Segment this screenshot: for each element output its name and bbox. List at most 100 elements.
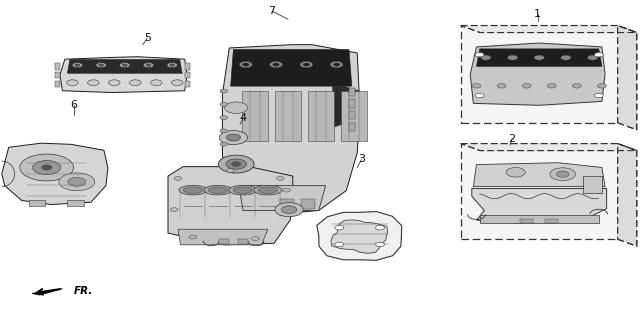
Circle shape	[220, 116, 228, 120]
Circle shape	[300, 61, 313, 68]
Text: 7: 7	[268, 6, 276, 16]
Circle shape	[561, 55, 571, 60]
Circle shape	[556, 171, 569, 177]
Bar	[461, 144, 618, 239]
Circle shape	[167, 63, 177, 68]
Circle shape	[150, 80, 162, 85]
Ellipse shape	[253, 185, 282, 195]
Circle shape	[220, 102, 228, 106]
Bar	[301, 199, 315, 209]
Bar	[55, 81, 60, 87]
Circle shape	[595, 93, 604, 98]
Circle shape	[508, 55, 518, 60]
Circle shape	[42, 165, 52, 170]
Circle shape	[276, 176, 284, 180]
Polygon shape	[178, 229, 268, 245]
Circle shape	[75, 64, 80, 66]
Circle shape	[598, 84, 607, 88]
Ellipse shape	[258, 187, 278, 193]
Circle shape	[522, 84, 531, 88]
Text: 5: 5	[144, 33, 150, 43]
Circle shape	[595, 53, 604, 57]
Circle shape	[129, 80, 141, 85]
Circle shape	[146, 64, 151, 66]
Circle shape	[335, 226, 344, 230]
Circle shape	[172, 80, 183, 85]
Circle shape	[99, 64, 104, 66]
Circle shape	[20, 154, 74, 181]
Polygon shape	[2, 143, 108, 204]
Ellipse shape	[204, 185, 232, 195]
Circle shape	[547, 84, 556, 88]
Circle shape	[475, 93, 484, 98]
Circle shape	[282, 206, 297, 213]
Polygon shape	[461, 144, 637, 151]
Circle shape	[225, 102, 248, 114]
Bar	[55, 72, 60, 78]
Circle shape	[59, 173, 95, 191]
Ellipse shape	[209, 187, 228, 193]
Bar	[349, 111, 355, 119]
Circle shape	[472, 84, 481, 88]
Bar	[349, 122, 355, 131]
Circle shape	[68, 177, 86, 186]
Bar	[185, 63, 190, 70]
Polygon shape	[230, 50, 352, 86]
Circle shape	[376, 242, 385, 247]
Polygon shape	[67, 60, 182, 73]
Text: FR.: FR.	[74, 286, 93, 296]
Polygon shape	[472, 189, 607, 223]
Bar	[583, 176, 602, 193]
Circle shape	[376, 226, 385, 230]
Polygon shape	[223, 45, 360, 214]
Circle shape	[550, 168, 575, 181]
Bar	[545, 219, 558, 223]
Bar	[479, 215, 599, 223]
Polygon shape	[618, 26, 637, 130]
Circle shape	[220, 130, 248, 145]
Circle shape	[170, 208, 178, 211]
Circle shape	[269, 61, 282, 68]
Circle shape	[227, 134, 241, 141]
Ellipse shape	[234, 187, 253, 193]
Bar	[238, 239, 248, 244]
Circle shape	[475, 53, 484, 57]
Circle shape	[220, 142, 228, 146]
Ellipse shape	[179, 185, 207, 195]
Circle shape	[243, 63, 249, 66]
Circle shape	[303, 63, 310, 66]
Circle shape	[220, 89, 228, 93]
Bar	[461, 26, 618, 123]
Polygon shape	[476, 49, 602, 66]
Text: 3: 3	[358, 154, 365, 165]
Bar	[308, 91, 334, 141]
Circle shape	[96, 63, 106, 68]
Circle shape	[33, 160, 61, 174]
Circle shape	[72, 63, 83, 68]
Circle shape	[534, 55, 545, 60]
Circle shape	[189, 235, 197, 239]
Circle shape	[333, 63, 340, 66]
Bar	[242, 91, 268, 141]
Bar	[67, 200, 84, 206]
Circle shape	[506, 167, 525, 177]
Circle shape	[330, 61, 343, 68]
Bar	[349, 88, 355, 96]
Polygon shape	[168, 167, 293, 245]
Polygon shape	[32, 289, 63, 295]
Polygon shape	[331, 220, 387, 253]
Circle shape	[170, 64, 175, 66]
Polygon shape	[239, 186, 326, 211]
Circle shape	[122, 64, 127, 66]
Text: 6: 6	[70, 100, 77, 110]
Bar	[280, 199, 294, 209]
Circle shape	[252, 237, 259, 241]
Bar	[275, 91, 301, 141]
Polygon shape	[333, 86, 360, 128]
Circle shape	[88, 80, 99, 85]
Bar	[185, 81, 190, 87]
Circle shape	[335, 242, 344, 247]
Circle shape	[67, 80, 78, 85]
Bar	[55, 63, 60, 70]
Bar	[520, 219, 533, 223]
